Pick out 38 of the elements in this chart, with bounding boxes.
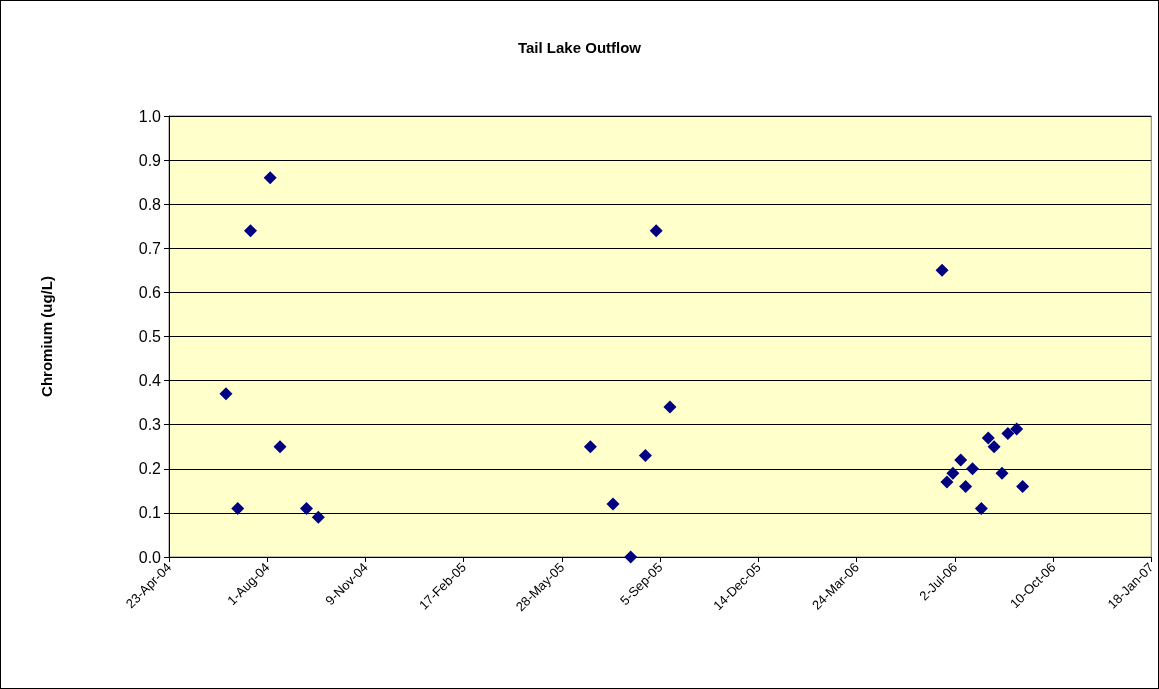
point [1010,422,1024,436]
point [946,466,960,480]
point [959,479,973,493]
point [940,475,954,489]
y-tick-label: 0.4 [138,372,162,390]
point [231,501,245,515]
y-tick-label: 0.6 [138,283,162,301]
point [638,449,652,463]
y-tick-label: 0.9 [138,151,162,169]
point [974,501,988,515]
y-tick-label: 0.0 [138,548,162,566]
y-axis-title: Chromium (ug/L) [38,276,55,397]
point [935,263,949,277]
point [954,453,968,467]
point [244,224,258,238]
point [606,497,620,511]
point [995,466,1009,480]
y-tick-label: 0.7 [138,239,162,257]
y-tick-label: 0.2 [138,460,162,478]
chart-title: Tail Lake Outflow [517,39,642,56]
point [311,510,325,524]
y-tick-label: 0.5 [138,328,162,345]
point [663,400,677,414]
point [300,501,314,515]
point [987,440,1001,454]
point [273,440,287,454]
y-tick-label: 0.1 [138,504,162,522]
y-tick-label: 1.0 [138,107,162,125]
point [649,224,663,238]
point [219,387,233,401]
point [981,431,995,445]
point [1016,479,1030,493]
y-tick-label: 0.3 [138,416,162,434]
point [263,171,277,185]
y-tick-label: 0.8 [138,195,162,213]
point [1001,427,1015,441]
point [583,440,597,454]
point [966,462,980,476]
